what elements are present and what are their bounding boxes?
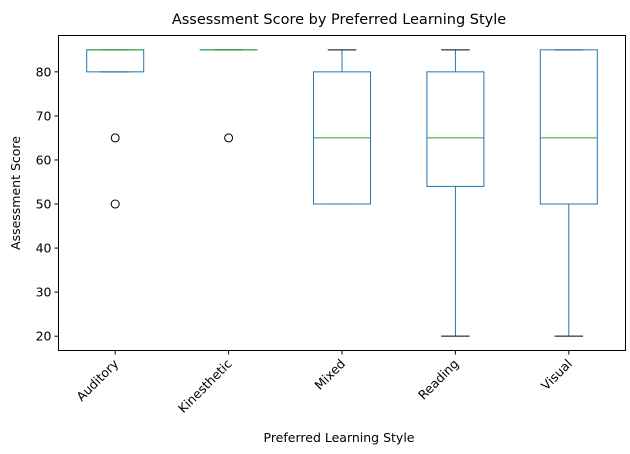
y-tick-label: 50: [36, 197, 52, 212]
x-axis-label: Preferred Learning Style: [264, 430, 415, 445]
y-tick-label: 40: [36, 241, 52, 256]
y-tick-label: 60: [36, 152, 52, 167]
box-iqr: [86, 49, 145, 73]
box-iqr: [426, 71, 485, 187]
outlier-point: [110, 199, 120, 209]
box-iqr: [539, 49, 598, 205]
outlier-point: [224, 133, 234, 143]
box-mixed: [313, 49, 371, 205]
chart-title: Assessment Score by Preferred Learning S…: [172, 12, 506, 28]
y-tick-label: 80: [36, 64, 52, 79]
x-tick-label: Reading: [415, 356, 461, 402]
x-tick-label: Mixed: [311, 356, 348, 393]
box-auditory: [86, 49, 145, 209]
box-kinesthetic: [199, 49, 258, 143]
x-axis: Auditory Kinesthetic Mixed Reading Visual: [73, 350, 575, 416]
y-axis: 20 30 40 50 60 70 80: [36, 64, 59, 344]
box-visual: [539, 49, 598, 337]
x-tick-label: Auditory: [73, 356, 121, 404]
x-tick-label: Visual: [538, 356, 575, 393]
y-axis-label: Assessment Score: [8, 136, 23, 250]
box-reading: [426, 49, 485, 337]
y-tick-label: 20: [36, 329, 52, 344]
y-tick-label: 30: [36, 285, 52, 300]
y-tick-label: 70: [36, 108, 52, 123]
x-tick-label: Kinesthetic: [175, 356, 235, 416]
plot-area: [86, 49, 598, 337]
outlier-point: [110, 133, 120, 143]
